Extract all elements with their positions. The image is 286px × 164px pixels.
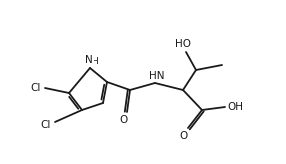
Text: O: O <box>119 115 127 125</box>
Text: Cl: Cl <box>41 120 51 130</box>
Text: Cl: Cl <box>31 83 41 93</box>
Text: O: O <box>180 131 188 141</box>
Text: HN: HN <box>149 71 165 81</box>
Text: OH: OH <box>227 102 243 112</box>
Text: H: H <box>92 58 98 66</box>
Text: N: N <box>85 55 93 65</box>
Text: HO: HO <box>175 39 191 49</box>
